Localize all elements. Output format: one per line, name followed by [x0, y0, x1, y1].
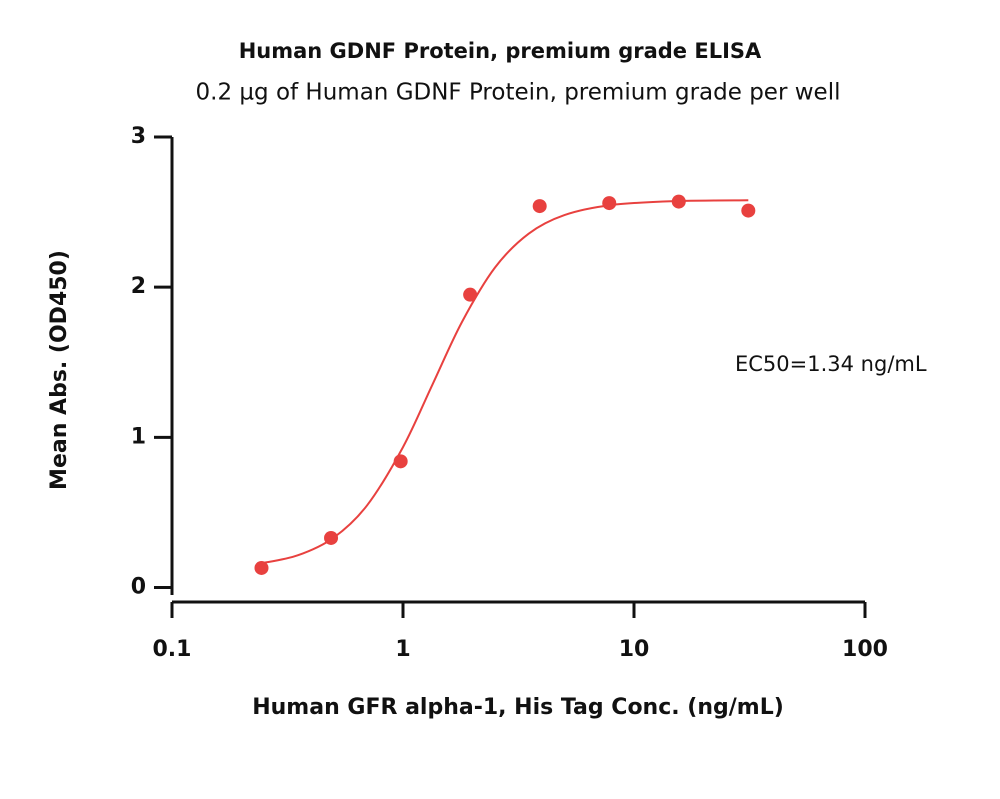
x-tick-label: 100 [842, 637, 888, 662]
fit-curve [261, 199, 749, 565]
x-tick-label: 0.1 [153, 637, 192, 662]
x-tick-label: 1 [395, 637, 410, 662]
x-axis-label: Human GFR alpha-1, His Tag Conc. (ng/mL) [252, 695, 784, 720]
data-point [324, 530, 339, 545]
data-point [602, 196, 617, 211]
chart-title: Human GDNF Protein, premium grade ELISA [239, 39, 762, 63]
data-point [463, 287, 478, 302]
data-point [532, 199, 547, 214]
x-tick-label: 10 [619, 637, 650, 662]
data-point [741, 203, 756, 218]
data-point [254, 560, 269, 575]
y-tick-label: 0 [131, 574, 146, 599]
data-point [393, 454, 408, 469]
y-tick-label: 3 [131, 124, 146, 149]
y-axis-label: Mean Abs. (OD450) [47, 250, 72, 490]
annotation: EC50=1.34 ng/mL [735, 352, 927, 376]
y-tick-label: 1 [131, 424, 146, 449]
chart-subtitle: 0.2 µg of Human GDNF Protein, premium gr… [196, 80, 841, 106]
y-tick-label: 2 [131, 274, 146, 299]
data-point [671, 194, 686, 209]
